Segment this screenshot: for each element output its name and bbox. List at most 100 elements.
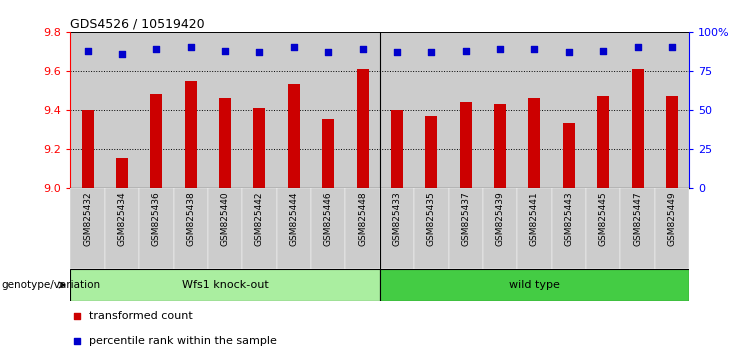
Bar [586, 32, 620, 188]
Bar [563, 123, 575, 188]
Bar [104, 32, 139, 188]
Text: GSM825433: GSM825433 [393, 192, 402, 246]
Point [528, 46, 540, 52]
Text: genotype/variation: genotype/variation [1, 280, 101, 290]
Text: GSM825449: GSM825449 [668, 192, 677, 246]
Bar [104, 188, 139, 269]
Bar [70, 188, 104, 269]
Bar [483, 188, 517, 269]
Bar [414, 188, 448, 269]
Bar [219, 98, 231, 188]
Bar [345, 188, 379, 269]
Text: GDS4526 / 10519420: GDS4526 / 10519420 [70, 18, 205, 31]
Point [391, 49, 403, 55]
Bar [242, 188, 276, 269]
Text: GSM825438: GSM825438 [186, 192, 195, 246]
Bar [185, 80, 196, 188]
Bar [276, 32, 311, 188]
Bar [494, 104, 506, 188]
Bar [150, 94, 162, 188]
Point [219, 48, 231, 53]
Point [356, 46, 368, 52]
Bar [517, 188, 551, 269]
Text: GSM825444: GSM825444 [289, 192, 299, 246]
Bar [620, 32, 655, 188]
Point [425, 49, 437, 55]
Point [253, 49, 265, 55]
Point [150, 46, 162, 52]
Point [430, 241, 442, 247]
Bar [414, 32, 448, 188]
Bar [380, 32, 414, 188]
Text: GSM825448: GSM825448 [358, 192, 367, 246]
Text: GSM825439: GSM825439 [496, 192, 505, 246]
Bar [116, 158, 128, 188]
Text: GSM825437: GSM825437 [461, 192, 471, 246]
Text: GSM825442: GSM825442 [255, 192, 264, 246]
Bar [631, 69, 644, 188]
Point [666, 45, 678, 50]
Bar [173, 32, 208, 188]
Bar [208, 32, 242, 188]
Point [597, 48, 609, 53]
Bar [425, 116, 437, 188]
Text: Wfs1 knock-out: Wfs1 knock-out [182, 280, 268, 290]
Text: GSM825435: GSM825435 [427, 192, 436, 246]
Point [631, 45, 643, 50]
Bar [242, 32, 276, 188]
Point [116, 51, 128, 57]
Point [430, 11, 442, 17]
Text: percentile rank within the sample: percentile rank within the sample [89, 336, 277, 346]
Bar [139, 32, 173, 188]
Bar [276, 188, 311, 269]
Text: transformed count: transformed count [89, 311, 193, 321]
Bar [528, 98, 540, 188]
Bar [586, 188, 620, 269]
Point [185, 45, 196, 50]
Bar [208, 188, 242, 269]
Bar [655, 32, 689, 188]
Bar [655, 188, 689, 269]
Bar [551, 188, 586, 269]
Text: GSM825447: GSM825447 [633, 192, 642, 246]
Point [459, 48, 471, 53]
Bar [459, 102, 472, 188]
Bar [517, 32, 551, 188]
Point [288, 45, 300, 50]
Text: GSM825440: GSM825440 [221, 192, 230, 246]
Bar [448, 188, 483, 269]
Point [82, 48, 93, 53]
Bar [345, 32, 379, 188]
Bar [597, 96, 609, 188]
Bar [391, 110, 403, 188]
Bar [380, 188, 414, 269]
Bar [311, 32, 345, 188]
Bar [379, 269, 689, 301]
Bar [70, 269, 379, 301]
Bar [288, 85, 300, 188]
Text: GSM825443: GSM825443 [565, 192, 574, 246]
Bar [483, 32, 517, 188]
Text: GSM825434: GSM825434 [118, 192, 127, 246]
Text: GSM825432: GSM825432 [83, 192, 92, 246]
Bar [356, 69, 368, 188]
Bar [82, 110, 93, 188]
Bar [173, 188, 208, 269]
Point [494, 46, 506, 52]
Bar [253, 108, 265, 188]
Bar [551, 32, 586, 188]
Bar [666, 96, 678, 188]
Bar [322, 120, 334, 188]
Bar [311, 188, 345, 269]
Text: wild type: wild type [509, 280, 560, 290]
Bar [448, 32, 483, 188]
Bar [139, 188, 173, 269]
Text: GSM825441: GSM825441 [530, 192, 539, 246]
Point [322, 49, 334, 55]
Text: GSM825445: GSM825445 [599, 192, 608, 246]
Bar [620, 188, 655, 269]
Text: GSM825446: GSM825446 [324, 192, 333, 246]
Text: GSM825436: GSM825436 [152, 192, 161, 246]
Bar [70, 32, 104, 188]
Point [563, 49, 575, 55]
